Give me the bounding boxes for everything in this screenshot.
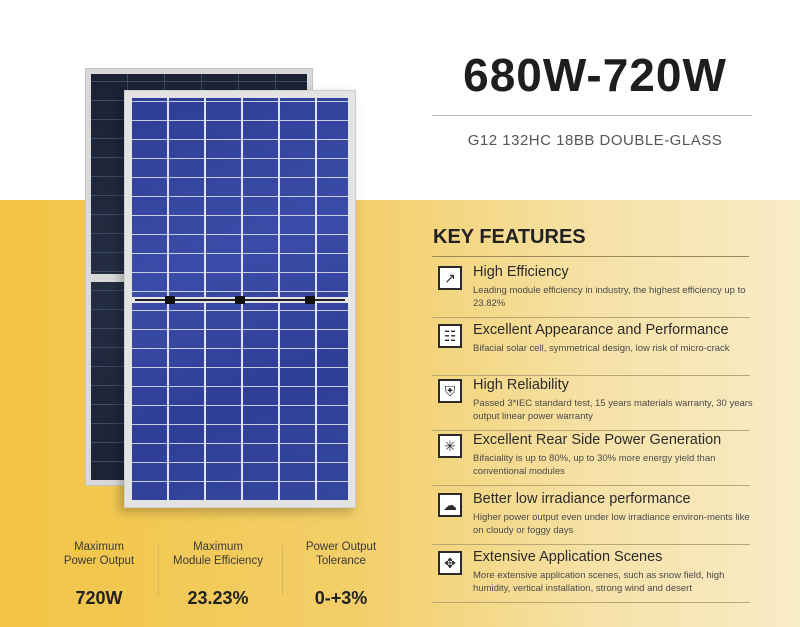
solar-cell-icon: ☷: [438, 324, 462, 348]
spec-power-tolerance: Power Output Tolerance 0-+3%: [286, 540, 396, 609]
spec-divider: [158, 545, 159, 595]
junction-box: [165, 296, 175, 304]
page-subtitle: G12 132HC 18BB DOUBLE-GLASS: [467, 132, 723, 149]
feature-item: ↗ High Efficiency Leading module efficienc…: [432, 260, 750, 318]
feature-name: Extensive Application Scenes: [473, 549, 663, 565]
key-features-divider: [432, 256, 749, 257]
feature-description: More extensive application scenes, such …: [473, 570, 725, 594]
spec-label: Maximum Power Output: [63, 541, 135, 567]
bifacial-icon: ✳: [438, 434, 462, 458]
feature-name: Excellent Rear Side Power Generation: [473, 432, 722, 448]
spec-divider: [282, 545, 283, 595]
feature-item: ⛨ High Reliability Passed 3*IEC standard t…: [432, 373, 753, 431]
feature-description: Bifacial solar cell, symmetrical design,…: [473, 343, 730, 354]
solar-panel-front: [124, 90, 356, 508]
feature-item: ✥ Extensive Application Scenes More extens…: [432, 545, 750, 603]
spec-value: 0-+3%: [314, 588, 368, 608]
spec-module-efficiency: Maximum Module Efficiency 23.23%: [163, 540, 273, 609]
junction-box: [305, 296, 315, 304]
spec-label: Maximum Module Efficiency: [173, 541, 263, 567]
feature-divider: [432, 375, 750, 376]
feature-item: ✳ Excellent Rear Side Power Generation Bif…: [432, 428, 750, 486]
key-features-heading: KEY FEATURES: [433, 226, 586, 248]
feature-divider: [432, 544, 750, 545]
feature-description: Higher power output even under low irrad…: [473, 512, 750, 536]
spec-value: 720W: [75, 588, 123, 608]
spec-power-output: Maximum Power Output 720W: [44, 540, 154, 609]
page-title: 680W-720W: [463, 49, 727, 101]
feature-divider: [432, 602, 750, 603]
efficiency-chart-icon: ↗: [438, 266, 462, 290]
feature-description: Passed 3*IEC standard test, 15 years mat…: [473, 398, 753, 422]
feature-name: Better low irradiance performance: [473, 491, 691, 507]
feature-description: Bifaciality is up to 80%, up to 30% more…: [473, 453, 716, 477]
feature-description: Leading module efficiency in industry, t…: [473, 285, 746, 309]
feature-divider: [432, 317, 750, 318]
feature-name: Excellent Appearance and Performance: [473, 322, 729, 338]
low-light-icon: ☁: [438, 493, 462, 517]
spec-value: 23.23%: [187, 588, 249, 608]
feature-item: ☁ Better low irradiance performance Higher…: [432, 487, 750, 545]
feature-name: High Efficiency: [473, 264, 569, 280]
shield-icon: ⛨: [438, 379, 462, 403]
title-divider: [432, 115, 752, 116]
spec-label: Power Output Tolerance: [305, 541, 377, 567]
feature-divider: [432, 430, 750, 431]
feature-name: High Reliability: [473, 377, 569, 393]
feature-divider: [432, 485, 750, 486]
feature-item: ☷ Excellent Appearance and Performance Bif…: [432, 318, 750, 376]
junction-box: [235, 296, 245, 304]
application-icon: ✥: [438, 551, 462, 575]
